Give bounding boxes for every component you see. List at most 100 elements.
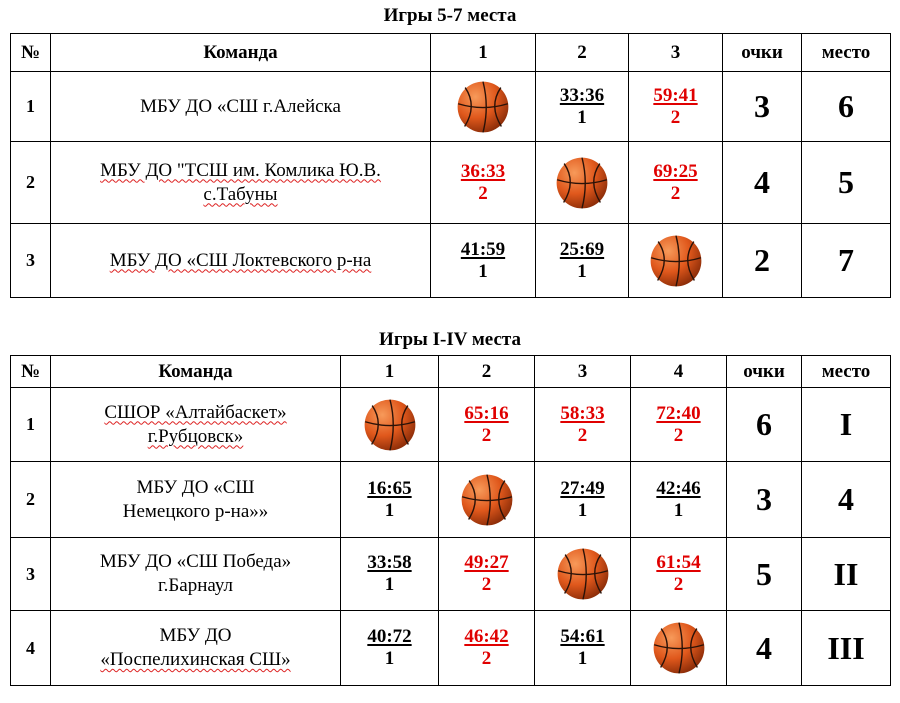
team-name: МБУ ДО "ТСШ им. Комлика Ю.В. с.Табуны bbox=[50, 141, 431, 224]
score-value: 16:65 bbox=[367, 477, 412, 499]
team-name: СШОР «Алтайбаскет» г.Рубцовск» bbox=[50, 387, 341, 462]
match-points: 2 bbox=[670, 182, 681, 204]
score-value: 41:59 bbox=[460, 238, 506, 260]
standings-table-5-7: № Команда 1 2 3 очки место 1 МБУ ДО «СШ г… bbox=[10, 33, 891, 298]
col-header-place: место bbox=[801, 33, 891, 72]
match-score: 25:69 1 bbox=[536, 239, 628, 283]
final-place: II bbox=[801, 537, 891, 611]
total-points: 5 bbox=[726, 537, 802, 611]
match-points: 1 bbox=[384, 499, 395, 521]
col-header-game-3: 3 bbox=[534, 355, 631, 388]
header-row: № Команда 1 2 3 4 очки место bbox=[10, 355, 891, 388]
team-name-line: г.Барнаул bbox=[157, 575, 234, 596]
match-score: 40:72 1 bbox=[341, 626, 438, 670]
score-value: 59:41 bbox=[653, 84, 698, 106]
score-value: 69:25 bbox=[653, 160, 698, 182]
match-result-cell: 59:41 2 bbox=[628, 71, 723, 142]
match-score: 16:65 1 bbox=[341, 478, 438, 522]
final-place: I bbox=[801, 387, 891, 462]
match-result-cell: 33:58 1 bbox=[340, 537, 439, 611]
row-number: 1 bbox=[10, 387, 51, 462]
match-score: 33:58 1 bbox=[341, 552, 438, 596]
table-row: 3 МБУ ДО «СШ Победа» г.Барнаул 33:58 1 49:27 2… bbox=[10, 537, 891, 611]
match-result-cell: 25:69 1 bbox=[535, 223, 629, 298]
score-value: 42:46 bbox=[656, 477, 701, 499]
match-score: 54:61 1 bbox=[535, 626, 630, 670]
col-header-points: очки bbox=[722, 33, 802, 72]
final-place: 6 bbox=[801, 71, 891, 142]
match-points: 2 bbox=[478, 182, 488, 204]
col-header-number: № bbox=[10, 355, 51, 388]
team-name-line: СШОР «Алтайбаскет» bbox=[104, 401, 287, 423]
match-points: 1 bbox=[384, 648, 395, 669]
self-match-cell bbox=[438, 461, 535, 538]
match-score: 42:46 1 bbox=[631, 478, 726, 522]
col-header-team: Команда bbox=[50, 33, 431, 72]
score-value: 65:16 bbox=[464, 402, 509, 424]
self-match-cell bbox=[630, 610, 727, 686]
team-name-line: с.Табуны bbox=[203, 183, 278, 205]
self-match-cell bbox=[534, 537, 631, 611]
match-points: 1 bbox=[577, 260, 587, 282]
table1-title: Игры 5-7 места bbox=[383, 5, 517, 26]
team-name-line: «Поспелихинская СШ» bbox=[100, 649, 291, 670]
match-score: 33:36 1 bbox=[536, 85, 628, 129]
final-place: 4 bbox=[801, 461, 891, 538]
basketball-icon bbox=[364, 398, 415, 451]
match-points: 2 bbox=[481, 424, 492, 446]
team-name: МБУ ДО «СШ Локтевского р-на bbox=[50, 223, 431, 298]
col-header-game-1: 1 bbox=[340, 355, 439, 388]
table2-title: Игры I-IV места bbox=[379, 329, 521, 350]
match-points: 2 bbox=[670, 106, 681, 128]
col-header-game-2: 2 bbox=[535, 33, 629, 72]
match-score: 72:40 2 bbox=[631, 403, 726, 447]
match-points: 1 bbox=[577, 648, 588, 669]
final-place: 5 bbox=[801, 141, 891, 224]
team-name-line: МБУ ДО «СШ bbox=[136, 476, 255, 498]
team-name-line: МБУ ДО «СШ Победа» bbox=[99, 551, 292, 572]
match-points: 1 bbox=[577, 106, 587, 128]
team-name: МБУ ДО «СШ Победа» г.Барнаул bbox=[50, 537, 341, 611]
col-header-game-1: 1 bbox=[430, 33, 536, 72]
final-place: III bbox=[801, 610, 891, 686]
table-row: 4 МБУ ДО «Поспелихинская СШ» 40:72 1 46:42 2 54… bbox=[10, 610, 891, 686]
match-points: 2 bbox=[481, 648, 492, 669]
match-score: 36:33 2 bbox=[431, 161, 535, 205]
score-value: 61:54 bbox=[656, 552, 701, 573]
team-name-line: Немецкого р-на»» bbox=[122, 500, 269, 522]
col-header-place: место bbox=[801, 355, 891, 388]
total-points: 6 bbox=[726, 387, 802, 462]
col-header-game-3: 3 bbox=[628, 33, 723, 72]
match-score: 61:54 2 bbox=[631, 552, 726, 596]
total-points: 2 bbox=[722, 223, 802, 298]
score-value: 58:33 bbox=[560, 402, 605, 424]
score-value: 27:49 bbox=[560, 477, 605, 499]
row-number: 3 bbox=[10, 223, 51, 298]
score-value: 72:40 bbox=[656, 402, 701, 424]
col-header-number: № bbox=[10, 33, 51, 72]
score-value: 46:42 bbox=[464, 626, 509, 647]
self-match-cell bbox=[535, 141, 629, 224]
match-points: 2 bbox=[577, 424, 588, 446]
team-name: МБУ ДО «СШ Немецкого р-на»» bbox=[50, 461, 341, 538]
match-result-cell: 33:36 1 bbox=[535, 71, 629, 142]
match-points: 2 bbox=[673, 424, 684, 446]
score-value: 36:33 bbox=[460, 160, 506, 182]
team-name-line: МБУ ДО «СШ Локтевского р-на bbox=[109, 249, 372, 271]
match-score: 41:59 1 bbox=[431, 239, 535, 283]
row-number: 1 bbox=[10, 71, 51, 142]
table-row: 2 МБУ ДО "ТСШ им. Комлика Ю.В. с.Табуны 36:… bbox=[10, 141, 891, 224]
score-value: 40:72 bbox=[367, 626, 412, 647]
score-value: 49:27 bbox=[464, 552, 509, 573]
team-name-line: МБУ ДО bbox=[159, 625, 232, 646]
self-match-cell bbox=[430, 71, 536, 142]
total-points: 4 bbox=[726, 610, 802, 686]
match-score: 27:49 1 bbox=[535, 478, 630, 522]
standings-table-1-4: № Команда 1 2 3 4 очки место 1 СШОР «Алта… bbox=[10, 355, 891, 686]
row-number: 3 bbox=[10, 537, 51, 611]
score-value: 33:36 bbox=[559, 84, 605, 106]
score-value: 25:69 bbox=[559, 238, 605, 260]
match-points: 1 bbox=[478, 260, 488, 282]
self-match-cell bbox=[340, 387, 439, 462]
col-header-team: Команда bbox=[50, 355, 341, 388]
